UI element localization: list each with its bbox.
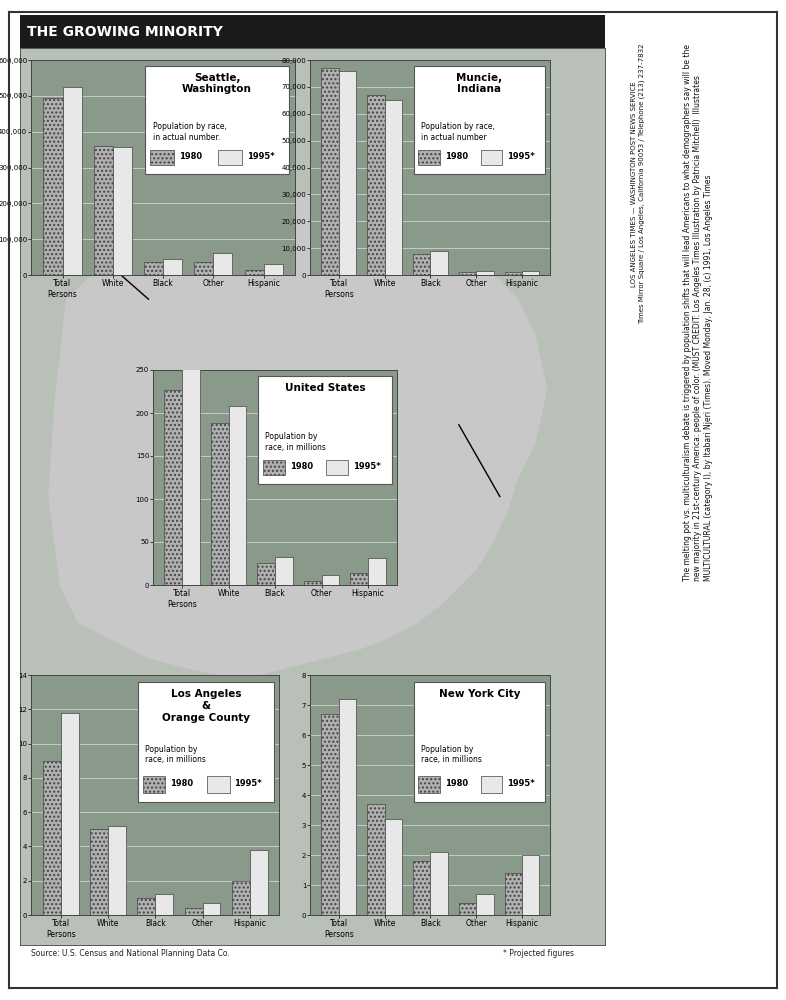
Bar (61, 713, 79, 915)
Text: Population by
race, in millions: Population by race, in millions (266, 432, 326, 452)
Text: 1995*: 1995* (353, 462, 381, 471)
Bar (144, 262, 163, 275)
Bar (250, 850, 268, 915)
Text: Population by
race, in millions: Population by race, in millions (145, 745, 206, 764)
Bar (476, 894, 494, 915)
Text: 1980: 1980 (179, 152, 202, 161)
Bar (42, 761, 61, 915)
Bar (431, 251, 448, 275)
FancyBboxPatch shape (138, 682, 274, 802)
Bar (384, 100, 402, 275)
Bar (90, 829, 108, 915)
Bar (321, 714, 339, 915)
Bar (244, 270, 263, 275)
Bar (263, 264, 283, 275)
Bar (211, 423, 229, 585)
FancyBboxPatch shape (258, 376, 392, 484)
Bar (326, 460, 348, 475)
Bar (459, 903, 476, 915)
Bar (304, 581, 321, 585)
Bar (182, 359, 200, 585)
Bar (321, 68, 339, 275)
Text: 1995*: 1995* (507, 152, 534, 161)
Bar (164, 390, 182, 585)
Bar (208, 776, 230, 793)
Text: New York City: New York City (439, 689, 520, 699)
Text: The melting pot vs. multiculturalism debate is triggered by population shifts th: The melting pot vs. multiculturalism deb… (683, 44, 713, 581)
Bar (481, 150, 502, 165)
Bar (367, 95, 384, 275)
FancyBboxPatch shape (413, 66, 545, 174)
Bar (275, 557, 292, 585)
Bar (203, 903, 221, 915)
Bar (459, 272, 476, 275)
Bar (522, 855, 539, 915)
Bar (150, 150, 174, 165)
Text: Source: U.S. Census and National Planning Data Co.: Source: U.S. Census and National Plannin… (31, 949, 230, 958)
Bar (258, 563, 275, 585)
Bar (321, 575, 340, 585)
Bar (143, 776, 165, 793)
Bar (229, 406, 246, 585)
Bar (194, 262, 213, 275)
Bar (63, 87, 82, 275)
Bar (522, 271, 539, 275)
Text: 1995*: 1995* (248, 152, 275, 161)
Bar (339, 699, 356, 915)
Bar (418, 150, 440, 165)
FancyBboxPatch shape (145, 66, 289, 174)
Bar (476, 271, 494, 275)
FancyBboxPatch shape (413, 682, 545, 802)
Bar (339, 71, 356, 275)
Text: 1980: 1980 (290, 462, 313, 471)
Text: 1980: 1980 (445, 152, 468, 161)
Bar (163, 259, 182, 275)
Text: THE GROWING MINORITY: THE GROWING MINORITY (27, 24, 222, 38)
Bar (505, 873, 522, 915)
Bar (431, 852, 448, 915)
Bar (43, 98, 63, 275)
Text: Population by
race, in millions: Population by race, in millions (421, 745, 482, 764)
Bar (219, 150, 242, 165)
Text: Seattle,
Washington: Seattle, Washington (182, 73, 252, 95)
Text: * Projected figures: * Projected figures (503, 949, 574, 958)
Bar (384, 819, 402, 915)
Text: Muncie,
Indiana: Muncie, Indiana (457, 73, 502, 95)
Bar (113, 147, 132, 275)
Text: 1995*: 1995* (234, 778, 263, 788)
Text: Population by race,
in actual number: Population by race, in actual number (421, 122, 494, 142)
Bar (413, 861, 431, 915)
Text: Los Angeles
&
Orange County: Los Angeles & Orange County (162, 689, 250, 723)
Bar (155, 894, 173, 915)
Bar (368, 558, 386, 585)
Polygon shape (49, 192, 547, 676)
Bar (263, 460, 285, 475)
Text: 1980: 1980 (445, 778, 468, 788)
Bar (138, 898, 156, 915)
Bar (94, 146, 113, 275)
Text: Population by race,
in actual number.: Population by race, in actual number. (152, 122, 226, 142)
Bar (505, 272, 522, 275)
Bar (418, 776, 440, 793)
Text: United States: United States (285, 383, 365, 393)
Bar (213, 253, 233, 275)
Bar (185, 908, 203, 915)
Bar (108, 826, 126, 915)
Text: 1980: 1980 (170, 778, 193, 788)
Bar (232, 881, 250, 915)
Text: LOS ANGELES TIMES — WASHINGTON POST NEWS SERVICE
Times Mirror Square / Los Angel: LOS ANGELES TIMES — WASHINGTON POST NEWS… (631, 44, 645, 324)
Bar (481, 776, 502, 793)
Bar (367, 804, 384, 915)
Text: 1995*: 1995* (507, 778, 534, 788)
Bar (351, 573, 368, 585)
Bar (413, 253, 431, 275)
